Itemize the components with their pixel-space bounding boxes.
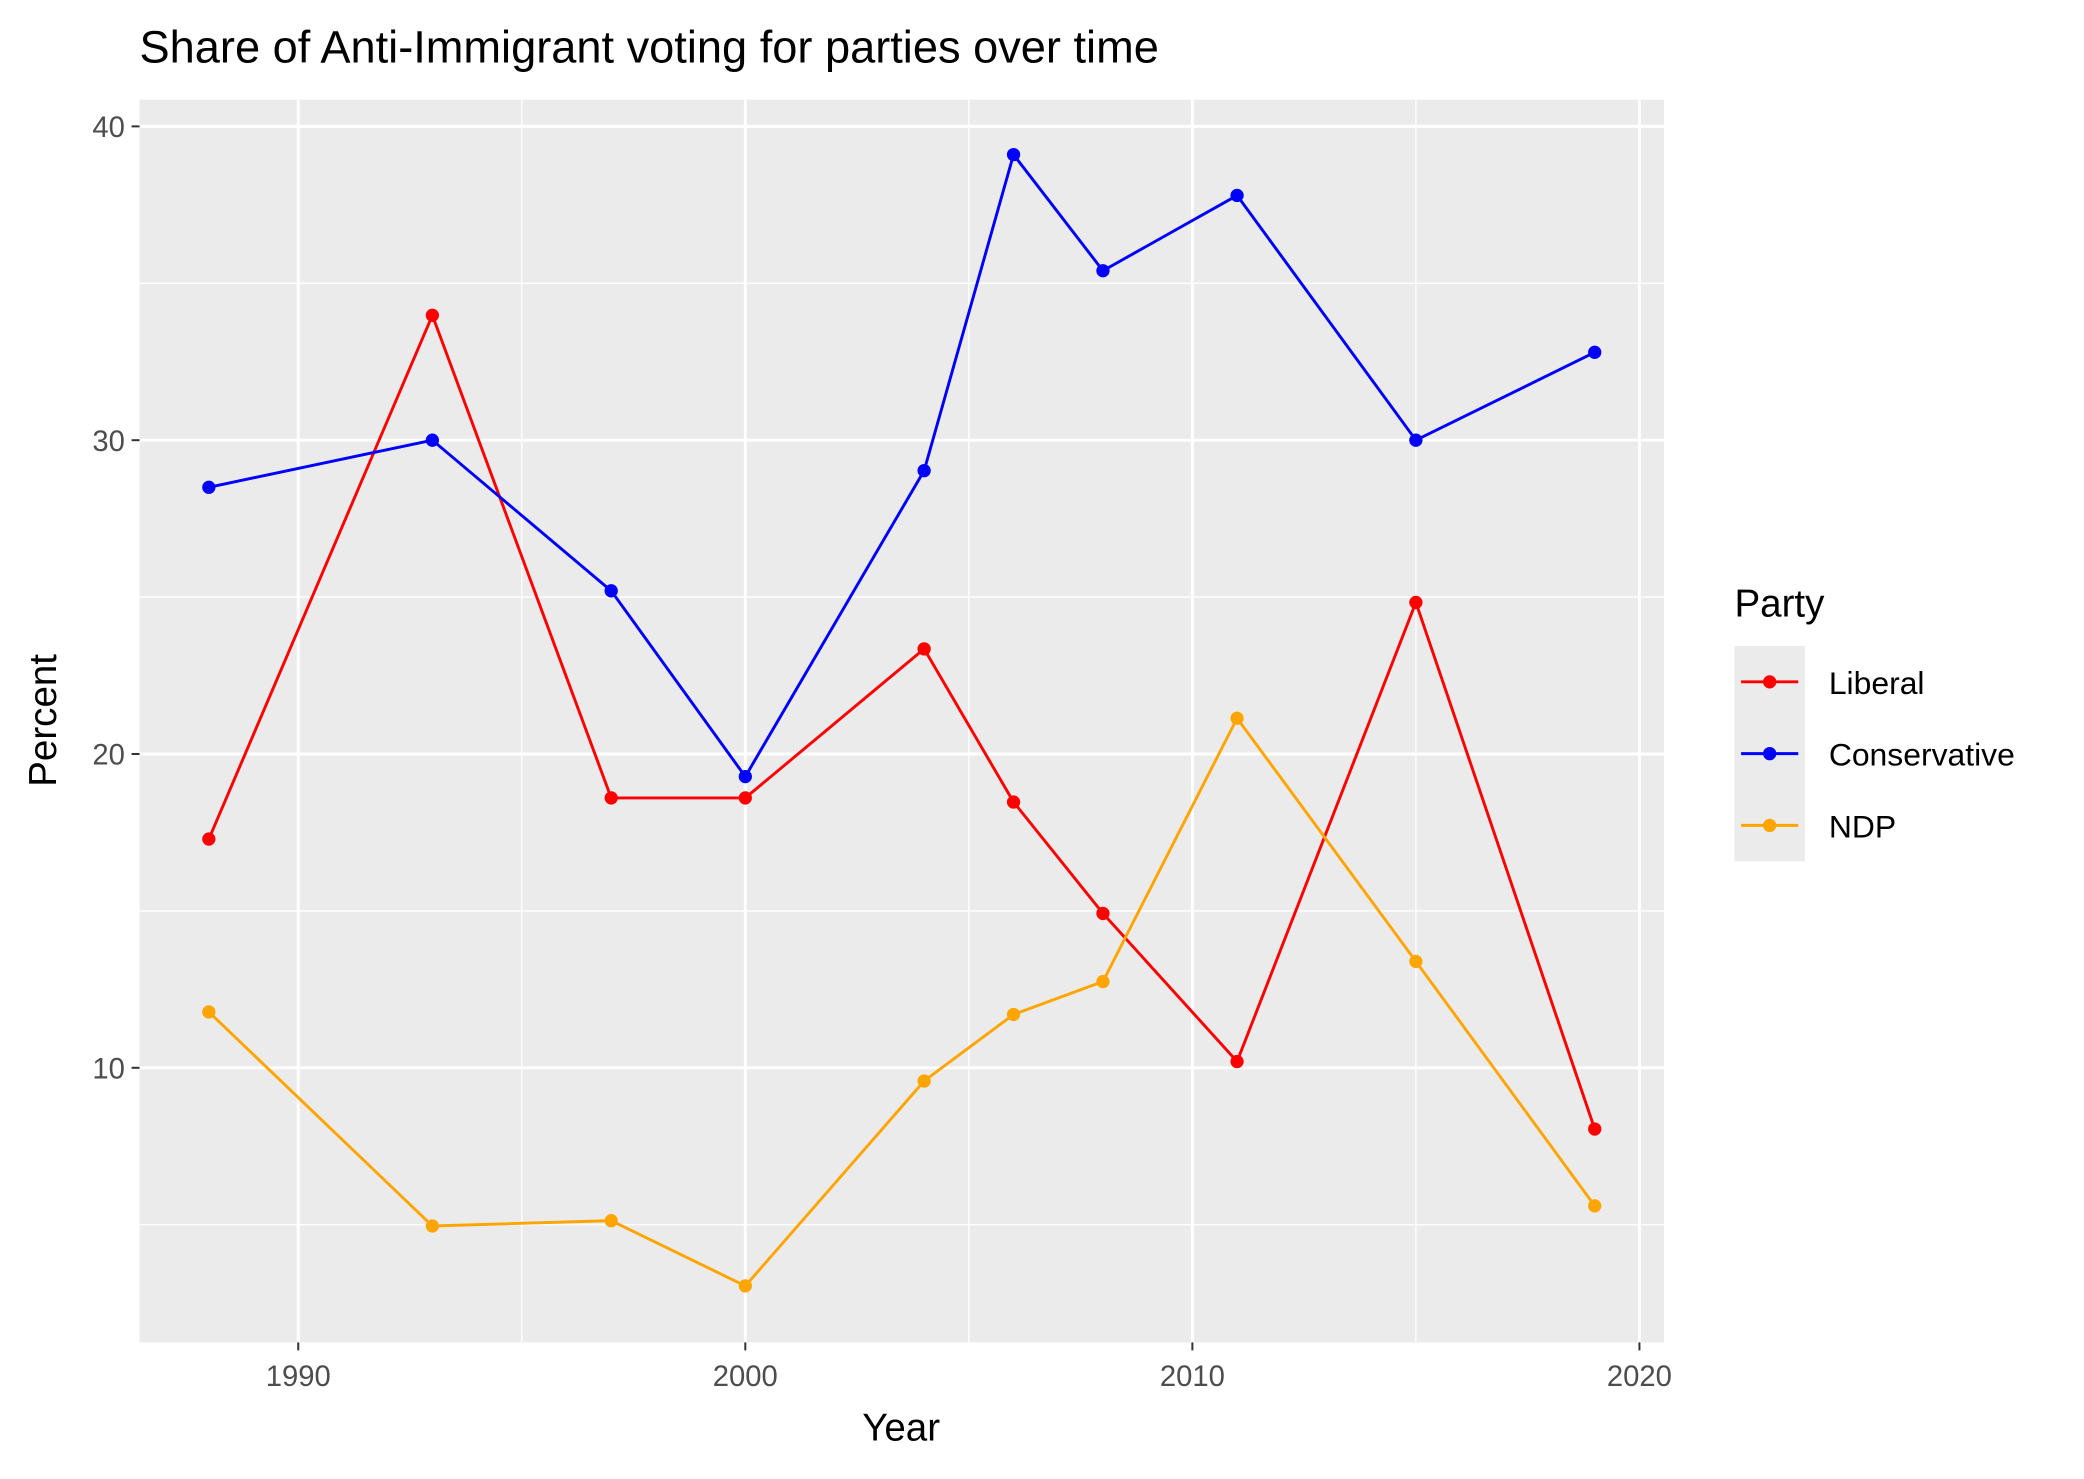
y-tick-label: 30: [92, 426, 125, 458]
data-point: [202, 480, 216, 494]
chart-title: Share of Anti-Immigrant voting for parti…: [140, 21, 1159, 72]
data-point: [1096, 264, 1110, 278]
legend-title: Party: [1734, 583, 1825, 626]
legend-label: Conservative: [1829, 737, 2015, 773]
data-point: [738, 769, 752, 784]
data-point: [738, 1279, 752, 1293]
data-point: [1230, 711, 1244, 725]
legend-key-point: [1763, 818, 1777, 833]
x-tick-label: 1990: [266, 1361, 331, 1393]
y-tick-label: 40: [92, 112, 125, 144]
series-line: [207, 311, 1597, 1130]
y-tick-label: 10: [92, 1053, 125, 1085]
series-line: [208, 151, 1596, 780]
plot-panel: [139, 99, 1665, 1343]
data-point: [1230, 1054, 1244, 1069]
data-point: [1006, 795, 1021, 809]
legend-label: Liberal: [1829, 665, 1925, 701]
data-point: [738, 791, 752, 805]
y-axis-title: Percent: [22, 654, 65, 787]
legend-label: NDP: [1829, 808, 1896, 844]
y-tick-label: 20: [92, 740, 125, 772]
x-tick-label: 2010: [1160, 1361, 1225, 1393]
data-point: [917, 1074, 931, 1088]
data-point: [1096, 906, 1110, 921]
data-point: [604, 584, 618, 598]
data-point: [1409, 433, 1423, 447]
data-point: [1588, 345, 1602, 359]
x-tick-label: 2020: [1607, 1361, 1672, 1393]
data-point: [1409, 954, 1423, 969]
data-point: [917, 642, 931, 656]
data-point: [1588, 1122, 1602, 1136]
data-point: [1588, 1199, 1602, 1213]
data-point: [425, 1219, 440, 1233]
series-line: [207, 715, 1596, 1288]
data-point: [1409, 595, 1423, 610]
data-point: [425, 308, 440, 322]
data-point: [1006, 147, 1021, 162]
data-point: [1096, 974, 1110, 989]
legend-key-point: [1763, 746, 1777, 761]
data-point: [425, 433, 440, 447]
data-point: [604, 1213, 618, 1228]
data-point: [202, 1005, 216, 1019]
legend-key-point: [1763, 675, 1777, 689]
x-axis-title: Year: [862, 1407, 940, 1450]
data-point: [202, 832, 216, 846]
data-point: [1006, 1007, 1021, 1022]
x-tick-label: 2000: [713, 1361, 778, 1393]
data-point: [917, 463, 931, 478]
data-point: [1230, 188, 1244, 203]
data-point: [604, 791, 618, 805]
